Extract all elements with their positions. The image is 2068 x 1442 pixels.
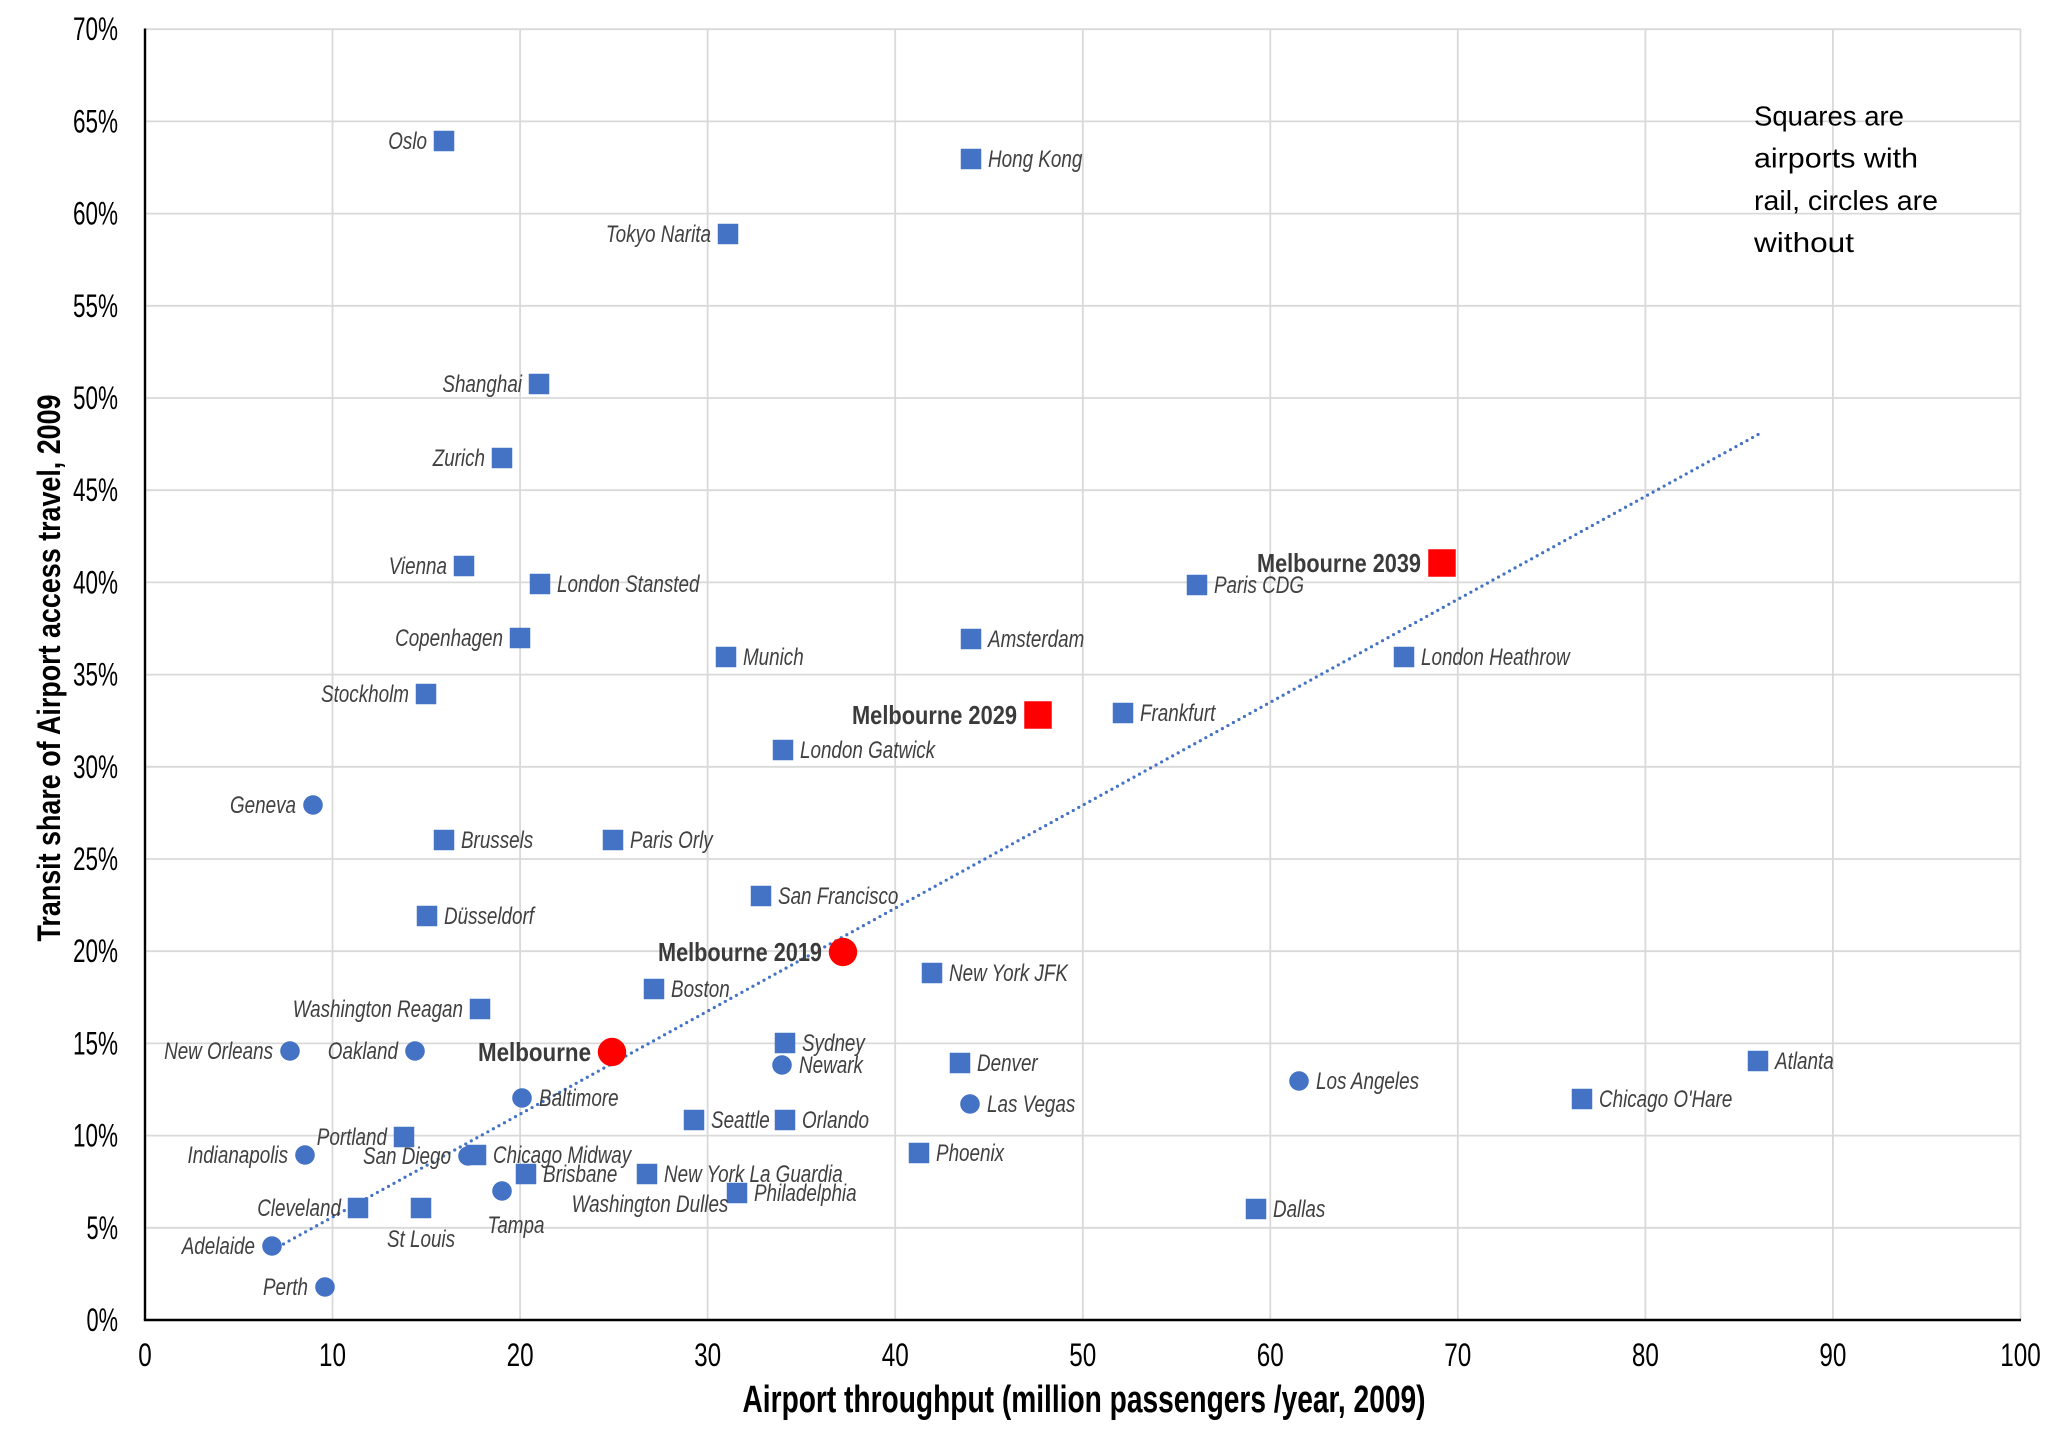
- svg-text:airports with: airports with: [1754, 143, 1918, 174]
- svg-text:London Gatwick: London Gatwick: [800, 737, 937, 764]
- svg-text:45%: 45%: [73, 472, 118, 508]
- svg-text:40: 40: [882, 1337, 909, 1373]
- svg-text:Chicago Midway: Chicago Midway: [493, 1142, 633, 1169]
- svg-text:50%: 50%: [73, 380, 118, 416]
- svg-text:New Orleans: New Orleans: [164, 1038, 273, 1065]
- svg-text:Washington Dulles: Washington Dulles: [572, 1191, 729, 1218]
- svg-text:70%: 70%: [73, 11, 118, 47]
- svg-text:Transit share of Airport acces: Transit share of Airport access travel, …: [31, 395, 67, 942]
- svg-text:London Heathrow: London Heathrow: [1421, 644, 1571, 671]
- svg-text:Melbourne 2039: Melbourne 2039: [1257, 548, 1421, 578]
- svg-text:20%: 20%: [73, 933, 118, 969]
- svg-text:St Louis: St Louis: [387, 1226, 455, 1253]
- svg-text:London Stansted: London Stansted: [557, 571, 700, 598]
- svg-text:Perth: Perth: [263, 1274, 308, 1301]
- svg-text:80: 80: [1632, 1337, 1659, 1373]
- svg-text:Copenhagen: Copenhagen: [395, 625, 503, 652]
- svg-text:25%: 25%: [73, 841, 118, 877]
- svg-text:Seattle: Seattle: [711, 1107, 770, 1134]
- svg-text:New York La Guardia: New York La Guardia: [664, 1161, 843, 1188]
- svg-text:Düsseldorf: Düsseldorf: [444, 903, 536, 930]
- svg-text:60: 60: [1257, 1337, 1284, 1373]
- svg-text:65%: 65%: [73, 103, 118, 139]
- svg-text:Squares are: Squares are: [1754, 100, 1904, 131]
- svg-text:San Francisco: San Francisco: [778, 883, 898, 910]
- svg-text:10: 10: [319, 1337, 346, 1373]
- svg-text:10%: 10%: [73, 1118, 118, 1154]
- svg-text:35%: 35%: [73, 657, 118, 693]
- svg-text:Chicago O'Hare: Chicago O'Hare: [1599, 1086, 1732, 1113]
- svg-text:Melbourne 2019: Melbourne 2019: [658, 937, 822, 967]
- svg-text:Dallas: Dallas: [1273, 1196, 1325, 1223]
- svg-text:rail, circles are: rail, circles are: [1754, 185, 1938, 216]
- svg-text:Melbourne: Melbourne: [478, 1037, 591, 1067]
- svg-text:30%: 30%: [73, 749, 118, 785]
- svg-text:Airport throughput (million pa: Airport throughput (million passengers /…: [743, 1379, 1426, 1421]
- svg-text:Geneva: Geneva: [230, 792, 296, 819]
- svg-text:Atlanta: Atlanta: [1773, 1048, 1833, 1075]
- svg-text:70: 70: [1444, 1337, 1471, 1373]
- svg-text:Philadelphia: Philadelphia: [754, 1180, 857, 1207]
- svg-text:Portland: Portland: [317, 1124, 388, 1151]
- svg-text:60%: 60%: [73, 196, 118, 232]
- svg-text:100: 100: [2000, 1337, 2041, 1373]
- svg-text:40%: 40%: [73, 564, 118, 600]
- svg-text:Denver: Denver: [977, 1050, 1038, 1077]
- svg-text:Tokyo Narita: Tokyo Narita: [606, 221, 711, 248]
- svg-text:90: 90: [1819, 1337, 1846, 1373]
- svg-text:San Diego: San Diego: [363, 1143, 451, 1170]
- svg-text:Oslo: Oslo: [388, 128, 427, 155]
- svg-text:Washington Reagan: Washington Reagan: [293, 996, 463, 1023]
- svg-text:50: 50: [1069, 1337, 1096, 1373]
- svg-text:Indianapolis: Indianapolis: [188, 1142, 289, 1169]
- svg-text:Boston: Boston: [671, 976, 730, 1003]
- svg-text:without: without: [1753, 227, 1854, 258]
- svg-text:20: 20: [507, 1337, 534, 1373]
- svg-text:5%: 5%: [87, 1210, 119, 1246]
- svg-text:Orlando: Orlando: [802, 1107, 869, 1134]
- svg-text:Brussels: Brussels: [461, 827, 533, 854]
- svg-text:Hong Kong: Hong Kong: [988, 146, 1083, 173]
- svg-text:Paris CDG: Paris CDG: [1214, 572, 1304, 599]
- svg-text:Frankfurt: Frankfurt: [1140, 700, 1216, 727]
- svg-text:Brisbane: Brisbane: [543, 1161, 617, 1188]
- svg-text:Phoenix: Phoenix: [936, 1140, 1005, 1167]
- svg-text:0: 0: [138, 1337, 152, 1373]
- svg-text:Cleveland: Cleveland: [257, 1195, 341, 1222]
- svg-text:Newark: Newark: [799, 1052, 864, 1079]
- svg-text:Adelaide: Adelaide: [180, 1233, 255, 1260]
- svg-text:15%: 15%: [73, 1025, 118, 1061]
- svg-text:30: 30: [694, 1337, 721, 1373]
- svg-text:Las Vegas: Las Vegas: [987, 1091, 1075, 1118]
- svg-text:0%: 0%: [87, 1302, 119, 1338]
- svg-text:New York JFK: New York JFK: [949, 960, 1069, 987]
- svg-text:Stockholm: Stockholm: [321, 681, 409, 708]
- svg-text:Paris Orly: Paris Orly: [630, 827, 714, 854]
- svg-text:Vienna: Vienna: [389, 553, 447, 580]
- svg-text:Zurich: Zurich: [432, 445, 485, 472]
- svg-text:Melbourne 2029: Melbourne 2029: [852, 700, 1017, 730]
- svg-text:Amsterdam: Amsterdam: [986, 626, 1084, 653]
- svg-text:55%: 55%: [73, 288, 118, 324]
- svg-text:Baltimore: Baltimore: [539, 1085, 619, 1112]
- svg-text:Oakland: Oakland: [328, 1038, 399, 1065]
- svg-text:Tampa: Tampa: [488, 1212, 545, 1239]
- svg-text:Shanghai: Shanghai: [442, 371, 522, 398]
- svg-text:Los Angeles: Los Angeles: [1316, 1068, 1419, 1095]
- svg-text:Munich: Munich: [743, 644, 804, 671]
- svg-text:Sydney: Sydney: [802, 1030, 866, 1057]
